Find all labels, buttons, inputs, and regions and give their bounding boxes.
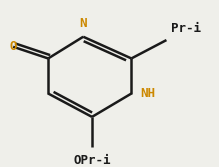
- Text: Pr-i: Pr-i: [171, 22, 201, 35]
- Text: OPr-i: OPr-i: [73, 154, 111, 167]
- Text: O: O: [9, 40, 17, 53]
- Text: N: N: [79, 17, 87, 30]
- Text: NH: NH: [140, 87, 155, 100]
